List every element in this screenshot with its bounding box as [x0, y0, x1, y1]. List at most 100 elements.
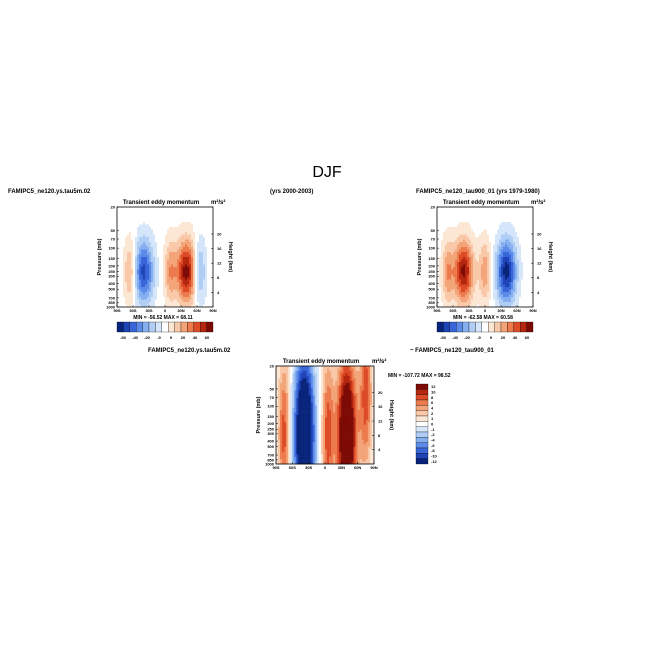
heatmap-cell [161, 299, 164, 303]
heatmap-cell [209, 229, 212, 233]
heatmap-cell [185, 232, 188, 235]
heatmap-cell [205, 292, 208, 295]
heatmap-cell [129, 282, 132, 285]
heatmap-cell [117, 299, 120, 303]
heatmap-cell [316, 402, 320, 406]
heatmap-cell [292, 449, 295, 453]
heatmap-cell [161, 257, 164, 260]
heatmap-cell [513, 284, 516, 288]
heatmap-cell [445, 214, 448, 218]
heatmap-cell [483, 209, 486, 213]
heatmap-cell [117, 207, 120, 210]
heatmap-cell [137, 212, 140, 215]
heatmap-cell [159, 207, 162, 210]
heatmap-cell [302, 461, 305, 465]
heatmap-cell [205, 224, 208, 228]
heatmap-cell [211, 209, 214, 213]
heatmap-cell [304, 451, 307, 455]
heatmap-cell [481, 214, 484, 218]
heatmap-cell [517, 289, 520, 293]
heatmap-cell [165, 234, 168, 238]
heatmap-cell [203, 239, 206, 243]
heatmap-cell [139, 222, 142, 225]
heatmap-cell [292, 451, 295, 455]
heatmap-cell [280, 454, 283, 457]
heatmap-cell [163, 227, 166, 230]
heatmap-cell [447, 247, 450, 250]
heatmap-cell [469, 259, 472, 263]
heatmap-cell [475, 277, 478, 280]
heatmap-cell [199, 299, 202, 303]
heatmap-cell [143, 227, 146, 230]
heatmap-cell [521, 247, 524, 250]
heatmap-cell [207, 252, 210, 255]
heatmap-cell [278, 405, 281, 408]
heatmap-cell [449, 292, 452, 295]
heatmap-cell [201, 259, 204, 263]
heatmap-cell [463, 287, 466, 290]
heatmap-cell [481, 279, 484, 283]
heatmap-cell [489, 299, 492, 303]
heatmap-cell [147, 259, 150, 263]
heatmap-cell [513, 297, 516, 300]
heatmap-cell [149, 234, 152, 238]
heatmap-cell [133, 292, 136, 295]
heatmap-cell [517, 227, 520, 230]
heatmap-cell [276, 366, 279, 369]
heatmap-cell [517, 209, 520, 213]
heatmap-cell [495, 287, 498, 290]
heatmap-cell [489, 287, 492, 290]
heatmap-cell [525, 222, 528, 225]
heatmap-cell [499, 299, 502, 303]
heatmap-cell [125, 289, 128, 293]
heatmap-cell [457, 264, 460, 268]
heatmap-cell [483, 219, 486, 223]
heatmap-cell [499, 257, 502, 260]
heatmap-cell [499, 237, 502, 240]
heatmap-cell [288, 424, 291, 428]
heatmap-cell [459, 274, 462, 278]
heatmap-cell [195, 272, 198, 275]
heatmap-cell [443, 234, 446, 238]
heatmap-cell [209, 292, 212, 295]
heatmap-cell [151, 212, 154, 215]
heatmap-cell [193, 227, 196, 230]
heatmap-cell [155, 249, 158, 253]
heatmap-cell [169, 222, 172, 225]
heatmap-cell [203, 207, 206, 210]
heatmap-cell [288, 388, 291, 391]
heatmap-cell [284, 437, 287, 440]
heatmap-cell [449, 207, 452, 210]
heatmap-cell [288, 439, 291, 443]
heatmap-cell [527, 282, 530, 285]
heatmap-cell [181, 262, 184, 265]
heatmap-cell [439, 214, 442, 218]
heatmap-cell [475, 222, 478, 225]
heatmap-cell [286, 397, 289, 401]
heatmap-cell [201, 247, 204, 250]
heatmap-cell [135, 274, 138, 278]
heatmap-cell [493, 257, 496, 260]
heatmap-cell [139, 209, 142, 213]
heatmap-cell [141, 289, 144, 293]
heatmap-cell [483, 269, 486, 273]
heatmap-cell [286, 385, 289, 389]
heatmap-cell [131, 292, 134, 295]
heatmap-cell [203, 257, 206, 260]
heatmap-cell [310, 454, 314, 457]
heatmap-cell [141, 264, 144, 268]
heatmap-cell [485, 214, 488, 218]
heatmap-cell [485, 212, 488, 215]
heatmap-cell [497, 239, 500, 243]
heatmap-cell [151, 224, 154, 228]
heatmap-cell [119, 259, 122, 263]
heatmap-cell [519, 292, 522, 295]
heatmap-cell [159, 252, 162, 255]
heatmap-cell [199, 259, 202, 263]
heatmap-cell [165, 254, 168, 258]
heatmap-cell [527, 292, 530, 295]
heatmap-cell [290, 395, 293, 399]
heatmap-cell [169, 277, 172, 280]
heatmap-cell [447, 217, 450, 220]
heatmap-cell [459, 302, 462, 305]
